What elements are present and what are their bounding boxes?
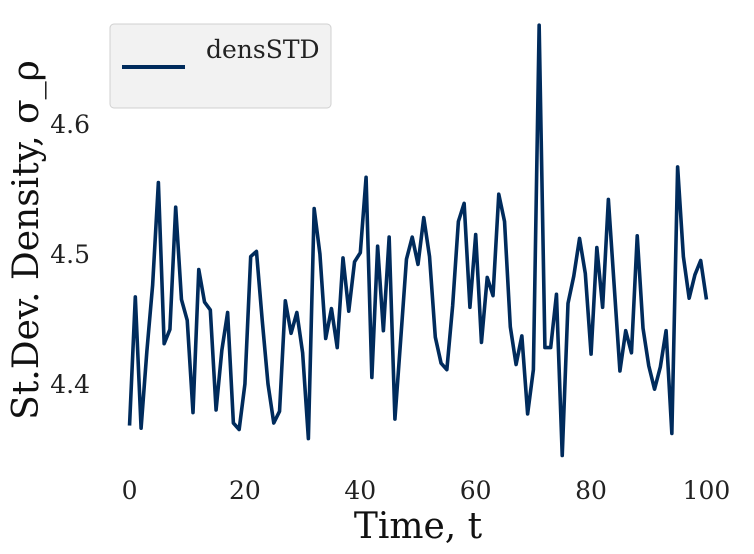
y-tick-label: 4.4 bbox=[50, 370, 90, 399]
series-line-densSTD bbox=[127, 23, 709, 458]
legend-box bbox=[109, 23, 332, 109]
x-tick-label: 80 bbox=[575, 476, 607, 505]
y-axis-title: St.Dev. Density, σ_ρ bbox=[6, 60, 47, 420]
y-tick-labels: 4.4 4.5 4.6 bbox=[50, 110, 90, 399]
x-axis-title-text: Time, t bbox=[354, 506, 483, 547]
y-tick-label: 4.6 bbox=[50, 110, 90, 139]
x-axis-title: Time, t bbox=[354, 506, 483, 547]
legend: densSTD bbox=[109, 23, 332, 109]
x-tick-labels: 0 20 40 60 80 100 bbox=[122, 476, 731, 505]
x-tick-label: 20 bbox=[229, 476, 261, 505]
x-tick-label: 40 bbox=[344, 476, 376, 505]
y-tick-label: 4.5 bbox=[50, 240, 90, 269]
x-tick-label: 60 bbox=[460, 476, 492, 505]
legend-label-densSTD: densSTD bbox=[206, 35, 320, 64]
x-tick-label: 100 bbox=[683, 476, 731, 505]
y-axis-title-text: St.Dev. Density, σ_ρ bbox=[6, 60, 47, 420]
x-tick-label: 0 bbox=[122, 476, 138, 505]
plot-area bbox=[127, 23, 709, 458]
